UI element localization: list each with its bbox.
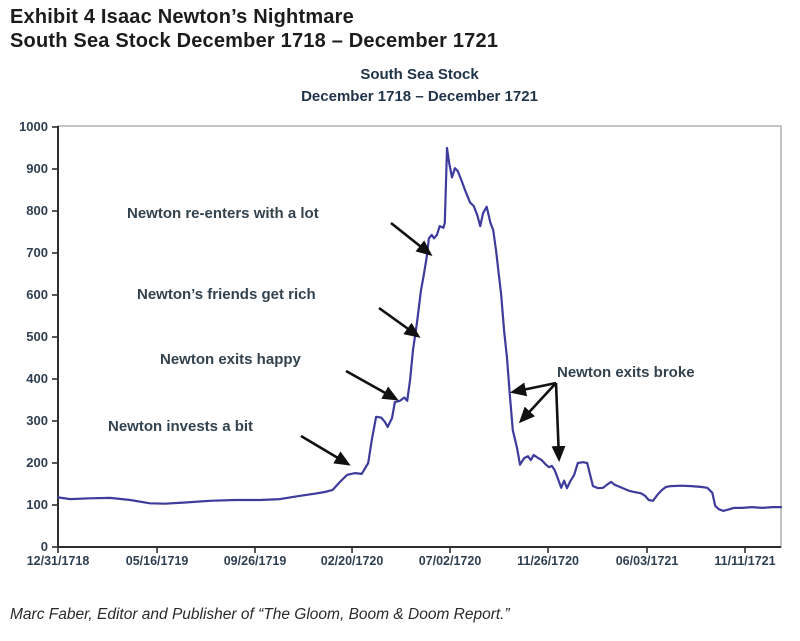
chart-subtitle: December 1718 – December 1721 — [301, 88, 538, 105]
footer-credit: Marc Faber, Editor and Publisher of “The… — [10, 606, 510, 623]
exhibit-subtitle: South Sea Stock December 1718 – December… — [10, 30, 499, 52]
x-tick-label: 11/11/1721 — [714, 554, 776, 568]
annotation-label: Newton re-enters with a lot — [127, 205, 319, 222]
y-tick-label: 800 — [26, 203, 48, 218]
chart-title: South Sea Stock — [360, 66, 479, 83]
exhibit-title: Exhibit 4 Isaac Newton’s Nightmare — [10, 6, 354, 28]
x-tick-label: 12/31/1718 — [26, 554, 90, 568]
annotation-arrows — [300, 221, 566, 466]
annotation-arrow — [345, 369, 399, 401]
annotation-arrow — [518, 382, 557, 424]
axis-ticks — [52, 126, 746, 553]
annotation-label: Newton exits broke — [557, 364, 695, 381]
y-tick-label: 400 — [26, 371, 48, 386]
y-tick-label: 300 — [26, 413, 48, 428]
annotation-label: Newton’s friends get rich — [137, 286, 316, 303]
y-tick-label: 200 — [26, 455, 48, 470]
x-tick-label: 11/26/1720 — [517, 554, 579, 568]
exhibit-header: Exhibit 4 Isaac Newton’s Nightmare South… — [10, 5, 790, 53]
x-tick-label: 02/20/1720 — [320, 554, 384, 568]
x-tick-label: 05/16/1719 — [125, 554, 189, 568]
plot-border — [57, 125, 782, 548]
y-tick-label: 0 — [40, 539, 48, 554]
annotation-arrow — [551, 382, 566, 463]
y-tick-label: 700 — [26, 245, 48, 260]
annotation-arrow — [509, 381, 557, 397]
x-tick-label: 07/02/1720 — [418, 554, 482, 568]
y-tick-label: 900 — [26, 161, 48, 176]
y-tick-label: 1000 — [19, 119, 48, 134]
annotation-arrow — [390, 221, 433, 256]
annotation-label: Newton exits happy — [160, 351, 301, 368]
y-tick-label: 600 — [26, 287, 48, 302]
x-tick-label: 09/26/1719 — [223, 554, 287, 568]
annotation-arrow — [300, 434, 351, 466]
price-line — [56, 146, 783, 512]
annotation-label: Newton invests a bit — [108, 418, 254, 435]
y-tick-label: 500 — [26, 329, 48, 344]
y-tick-label: 100 — [26, 497, 48, 512]
price-line-group — [56, 146, 783, 512]
annotation-arrow — [378, 306, 421, 338]
x-tick-label: 06/03/1721 — [615, 554, 679, 568]
